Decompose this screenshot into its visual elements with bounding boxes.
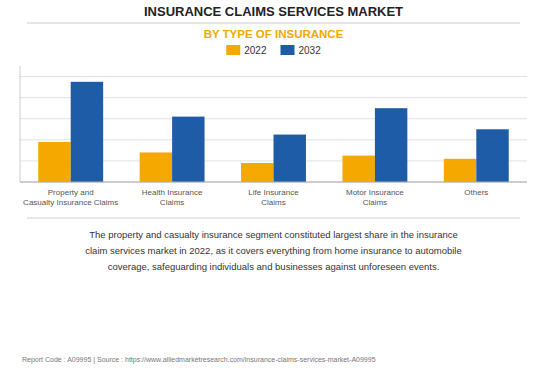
bar (476, 129, 508, 182)
x-tick-label-line: Claims (261, 198, 285, 207)
report-code: Report Code : A09995 | Source : https://… (22, 356, 376, 364)
bar (71, 82, 103, 182)
legend: 2022 2032 (226, 45, 321, 56)
subtitle: BY TYPE OF INSURANCE (204, 28, 344, 40)
title: INSURANCE CLAIMS SERVICES MARKET (144, 4, 403, 19)
separator (27, 23, 520, 24)
legend-label: 2032 (299, 45, 322, 56)
x-tick-label-line: Motor Insurance (346, 188, 404, 197)
legend-item: 2022 (226, 45, 267, 56)
x-tick-label: Others (464, 188, 488, 197)
bar (172, 117, 204, 182)
x-tick-label: Motor InsuranceClaims (346, 188, 404, 207)
x-axis-line (20, 182, 527, 183)
x-tick-label-line: Claims (160, 198, 184, 207)
legend-swatch (226, 45, 240, 55)
bars (38, 82, 508, 182)
legend-item: 2032 (281, 45, 322, 56)
legend-swatch (281, 45, 295, 55)
bar (274, 135, 306, 182)
x-tick-label-line: Property and (48, 188, 94, 197)
grid (20, 77, 527, 182)
x-tick-label-line: Life Insurance (248, 188, 299, 197)
footnote-line: coverage, safeguarding individuals and b… (108, 261, 440, 272)
background (0, 0, 547, 370)
bar (140, 152, 172, 182)
separator (27, 218, 520, 219)
x-tick-label: Property andCasualty Insurance Claims (23, 188, 118, 207)
grid-line (20, 182, 527, 183)
footnote-line: claim services market in 2022, as it cov… (85, 245, 461, 256)
chart: INSURANCE CLAIMS SERVICES MARKET BY TYPE … (0, 0, 547, 370)
x-tick-label-line: Health Insurance (142, 188, 203, 197)
bar (38, 142, 70, 182)
footnote: The property and casualty insurance segm… (85, 229, 461, 272)
x-tick-label-line: Claims (363, 198, 387, 207)
bar (375, 108, 407, 182)
bar (342, 156, 374, 182)
x-tick-label: Health InsuranceClaims (142, 188, 203, 207)
grid-line (20, 76, 527, 77)
x-tick-label-line: Casualty Insurance Claims (23, 198, 118, 207)
y-axis-line (20, 66, 21, 182)
x-tick-label-line: Others (464, 188, 488, 197)
legend-label: 2022 (244, 45, 267, 56)
footnote-line: The property and casualty insurance segm… (89, 229, 458, 240)
bar (444, 159, 476, 182)
x-tick-label: Life InsuranceClaims (248, 188, 299, 207)
bar (241, 163, 273, 182)
